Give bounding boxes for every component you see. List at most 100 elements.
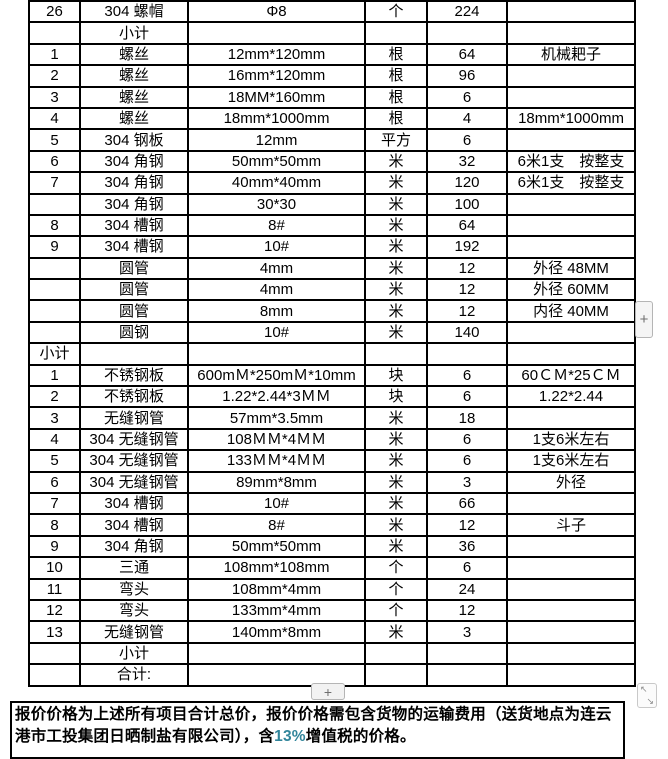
table-cell[interactable]: 7 [28, 171, 81, 195]
table-cell[interactable]: 小计 [79, 21, 189, 45]
table-cell[interactable] [28, 299, 81, 323]
table-cell[interactable]: 米 [364, 299, 428, 323]
table-cell[interactable]: 8 [28, 513, 81, 537]
table-cell[interactable] [28, 641, 81, 666]
table-cell[interactable]: 米 [364, 320, 428, 345]
table-cell[interactable]: 6 [426, 449, 508, 473]
table-cell[interactable]: 36 [426, 534, 508, 559]
table-cell[interactable]: 外径 48MM [506, 256, 636, 281]
table-cell[interactable]: 平方 [364, 128, 428, 152]
table-cell[interactable]: 米 [364, 149, 428, 174]
table-cell[interactable]: 米 [364, 213, 428, 238]
table-cell[interactable]: 6 [426, 128, 508, 152]
table-cell[interactable] [506, 598, 636, 623]
table-cell[interactable]: 5 [28, 128, 81, 152]
table-cell[interactable]: 4mm [187, 278, 366, 302]
table-cell[interactable]: 13 [28, 620, 81, 644]
table-cell[interactable]: 机械耙子 [506, 42, 636, 67]
table-cell[interactable]: 57mm*3.5mm [187, 406, 366, 430]
table-cell[interactable]: 个 [364, 0, 428, 24]
table-cell[interactable]: 4mm [187, 256, 366, 281]
table-cell[interactable] [187, 21, 366, 45]
table-cell[interactable] [364, 641, 428, 666]
table-cell[interactable]: 304 槽钢 [79, 513, 189, 537]
table-cell[interactable] [28, 256, 81, 281]
table-cell[interactable]: 米 [364, 278, 428, 302]
table-cell[interactable] [506, 64, 636, 88]
table-cell[interactable]: 89mm*8mm [187, 470, 366, 495]
table-cell[interactable]: 根 [364, 106, 428, 131]
table-cell[interactable] [28, 663, 81, 687]
table-cell[interactable]: 64 [426, 213, 508, 238]
table-cell[interactable]: 3 [28, 406, 81, 430]
table-cell[interactable]: 内径 40MM [506, 299, 636, 323]
table-cell[interactable]: 米 [364, 449, 428, 473]
table-cell[interactable] [506, 620, 636, 644]
table-cell[interactable]: 304 槽钢 [79, 235, 189, 259]
table-cell[interactable] [426, 641, 508, 666]
table-cell[interactable]: 小计 [79, 641, 189, 666]
table-cell[interactable]: 32 [426, 149, 508, 174]
table-cell[interactable]: 600mＭ*250mＭ*10mm [187, 363, 366, 388]
table-cell[interactable]: 224 [426, 0, 508, 24]
table-cell[interactable]: 米 [364, 427, 428, 452]
table-cell[interactable]: 140mm*8mm [187, 620, 366, 644]
table-cell[interactable]: 50mm*50mm [187, 149, 366, 174]
table-cell[interactable]: 米 [364, 192, 428, 216]
table-cell[interactable]: 12 [28, 598, 81, 623]
table-cell[interactable]: 个 [364, 577, 428, 601]
table-cell[interactable]: 18mm*1000mm [506, 106, 636, 131]
table-cell[interactable]: 米 [364, 406, 428, 430]
table-cell[interactable] [506, 342, 636, 366]
table-cell[interactable]: 96 [426, 64, 508, 88]
table-cell[interactable]: 304 螺帽 [79, 0, 189, 24]
table-cell[interactable]: 螺丝 [79, 64, 189, 88]
table-cell[interactable]: 6 [426, 385, 508, 409]
table-cell[interactable]: 圆钢 [79, 320, 189, 345]
table-cell[interactable]: 1.22*2.44 [506, 385, 636, 409]
table-cell[interactable] [506, 235, 636, 259]
table-cell[interactable]: 4 [28, 106, 81, 131]
table-cell[interactable] [506, 491, 636, 516]
table-cell[interactable] [506, 534, 636, 559]
table-cell[interactable]: 304 无缝钢管 [79, 427, 189, 452]
table-cell[interactable] [187, 663, 366, 687]
table-cell[interactable]: 5 [28, 449, 81, 473]
table-cell[interactable]: 108ＭＭ*4ＭＭ [187, 427, 366, 452]
table-cell[interactable]: 6 [426, 556, 508, 580]
table-cell[interactable] [506, 128, 636, 152]
table-cell[interactable]: 2 [28, 385, 81, 409]
table-cell[interactable]: 7 [28, 491, 81, 516]
table-cell[interactable] [426, 342, 508, 366]
table-cell[interactable]: 304 角钢 [79, 171, 189, 195]
table-cell[interactable]: 米 [364, 171, 428, 195]
table-cell[interactable] [28, 320, 81, 345]
resize-handle[interactable]: ↖ ↘ [637, 683, 657, 708]
table-cell[interactable]: 304 角钢 [79, 192, 189, 216]
table-cell[interactable]: 不锈钢板 [79, 385, 189, 409]
table-cell[interactable] [506, 663, 636, 687]
table-cell[interactable]: 26 [28, 0, 81, 24]
table-cell[interactable]: 6 [426, 85, 508, 109]
table-cell[interactable]: 30*30 [187, 192, 366, 216]
table-cell[interactable]: 米 [364, 491, 428, 516]
table-cell[interactable]: 133mm*4mm [187, 598, 366, 623]
table-cell[interactable]: 1.22*2.44*3ＭＭ [187, 385, 366, 409]
table-cell[interactable]: 8 [28, 213, 81, 238]
table-cell[interactable]: 无缝钢管 [79, 406, 189, 430]
table-cell[interactable]: 12 [426, 299, 508, 323]
table-cell[interactable]: 圆管 [79, 256, 189, 281]
table-cell[interactable]: 米 [364, 235, 428, 259]
add-row-button[interactable]: + [311, 683, 345, 700]
table-cell[interactable]: 12 [426, 278, 508, 302]
table-cell[interactable]: 304 无缝钢管 [79, 470, 189, 495]
table-cell[interactable]: 米 [364, 534, 428, 559]
table-cell[interactable]: 个 [364, 598, 428, 623]
table-cell[interactable]: 根 [364, 64, 428, 88]
table-cell[interactable]: 8# [187, 513, 366, 537]
table-cell[interactable] [506, 192, 636, 216]
table-cell[interactable]: 304 槽钢 [79, 491, 189, 516]
table-cell[interactable] [506, 320, 636, 345]
table-cell[interactable] [506, 0, 636, 24]
table-cell[interactable]: 外径 [506, 470, 636, 495]
